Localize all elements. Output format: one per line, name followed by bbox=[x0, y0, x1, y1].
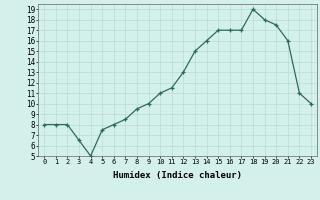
X-axis label: Humidex (Indice chaleur): Humidex (Indice chaleur) bbox=[113, 171, 242, 180]
